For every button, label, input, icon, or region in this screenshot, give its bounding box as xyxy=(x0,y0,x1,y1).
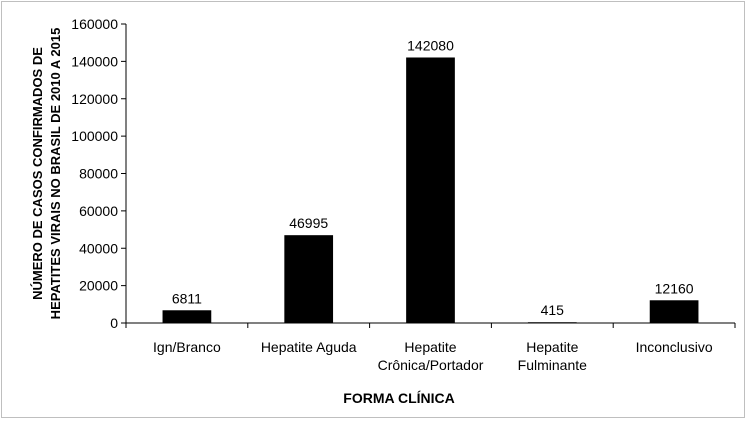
svg-text:NÚMERO DE CASOS CONFIRMADOS DE: NÚMERO DE CASOS CONFIRMADOS DE HEPATITES … xyxy=(30,28,63,320)
bar xyxy=(649,300,699,323)
data-label: 142080 xyxy=(407,37,454,53)
y-tick-label: 20000 xyxy=(79,278,118,294)
x-tick-label: Ign/Branco xyxy=(153,339,221,355)
data-label: 6811 xyxy=(172,290,202,306)
bar xyxy=(162,310,212,323)
y-axis-title: NÚMERO DE CASOS CONFIRMADOS DE HEPATITES … xyxy=(30,28,63,320)
bar-chart: 0 20000 40000 60000 80000 100000 120000 140000 1… xyxy=(30,16,736,406)
y-tick-label: 60000 xyxy=(79,203,118,219)
y-axis: 0 20000 40000 60000 80000 100000 120000 140000 1… xyxy=(71,16,127,331)
bar xyxy=(406,57,455,323)
y-tick-label: 120000 xyxy=(71,91,118,107)
x-tick-label: Hepatite Aguda xyxy=(261,339,357,355)
bar xyxy=(284,235,334,323)
y-tick-label: 160000 xyxy=(71,16,118,32)
data-label: 46995 xyxy=(289,215,328,231)
x-tick-label: Hepatite Crônica/Portador xyxy=(378,339,484,373)
x-tick-label: Inconclusivo xyxy=(636,339,713,355)
bars xyxy=(162,57,699,324)
y-tick-label: 100000 xyxy=(71,128,118,144)
y-axis-title-line: NÚMERO DE CASOS CONFIRMADOS DE xyxy=(30,47,45,300)
bar xyxy=(527,322,577,324)
y-tick-label: 0 xyxy=(110,315,118,331)
y-tick-label: 140000 xyxy=(71,53,118,69)
y-tick-label: 40000 xyxy=(79,240,118,256)
x-tick-label: Hepatite Fulminante xyxy=(518,339,587,373)
data-labels: 6811 46995 142080 415 12160 xyxy=(172,37,694,318)
data-label: 415 xyxy=(541,302,565,318)
data-label: 12160 xyxy=(655,280,694,296)
y-tick-label: 80000 xyxy=(79,166,118,182)
x-axis: Ign/Branco Hepatite Aguda Hepatite Crônica/… xyxy=(125,322,736,373)
x-axis-title: FORMA CLÍNICA xyxy=(343,390,454,406)
y-axis-title-line: HEPATITES VIRAIS NO BRASIL DE 2010 A 201… xyxy=(48,28,63,320)
